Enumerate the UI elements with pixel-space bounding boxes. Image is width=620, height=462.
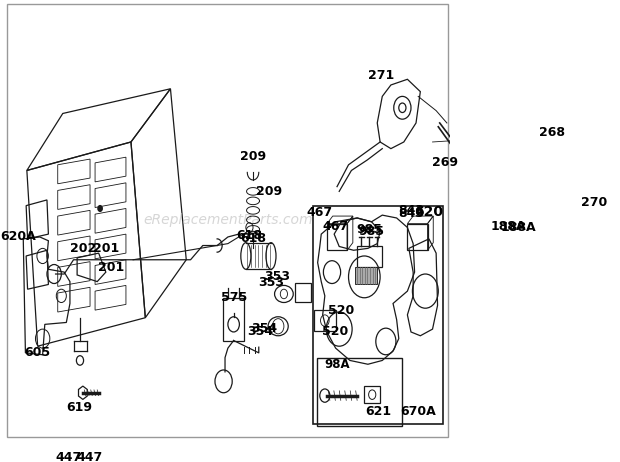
Text: 201: 201 [93,242,119,255]
Bar [223,298,244,340]
Text: 353: 353 [264,270,290,283]
Text: 202: 202 [69,242,96,255]
Text: 985: 985 [356,223,383,236]
Text: 843: 843 [398,204,424,217]
Text: 354: 354 [247,325,273,339]
Circle shape [98,206,102,211]
Text: 447: 447 [77,451,103,462]
Text: 209: 209 [240,150,266,163]
Text: 353: 353 [258,276,284,289]
Text: 354: 354 [250,322,277,334]
Text: 270: 270 [581,196,607,209]
Text: 618: 618 [240,232,266,245]
Bar [355,267,376,285]
Text: 620: 620 [414,205,443,219]
Bar [357,246,381,267]
Text: 985: 985 [358,225,384,238]
Bar [312,206,443,424]
Text: 188A: 188A [490,220,526,233]
Text: 670A: 670A [401,405,436,418]
Text: 843: 843 [398,207,424,220]
Text: 605: 605 [24,346,50,359]
Text: 271: 271 [368,69,394,82]
Text: 520: 520 [328,304,355,316]
Bar [365,386,380,403]
Text: 620A: 620A [1,230,36,243]
Text: 467: 467 [307,206,333,219]
Text: 467: 467 [322,220,348,233]
Bar [317,358,402,426]
Text: 98A: 98A [324,358,350,371]
Text: 520: 520 [322,324,348,338]
Text: 269: 269 [432,156,458,170]
Text: 268: 268 [539,126,565,139]
Text: 188A: 188A [501,221,536,234]
Text: 209: 209 [256,185,282,198]
Text: eReplacementParts.com: eReplacementParts.com [143,213,312,227]
Text: 621: 621 [366,405,392,418]
Text: 447: 447 [55,451,82,462]
Text: 619: 619 [66,401,92,414]
Text: 575: 575 [221,291,247,304]
Text: 201: 201 [99,261,125,274]
Text: 618: 618 [236,229,262,242]
